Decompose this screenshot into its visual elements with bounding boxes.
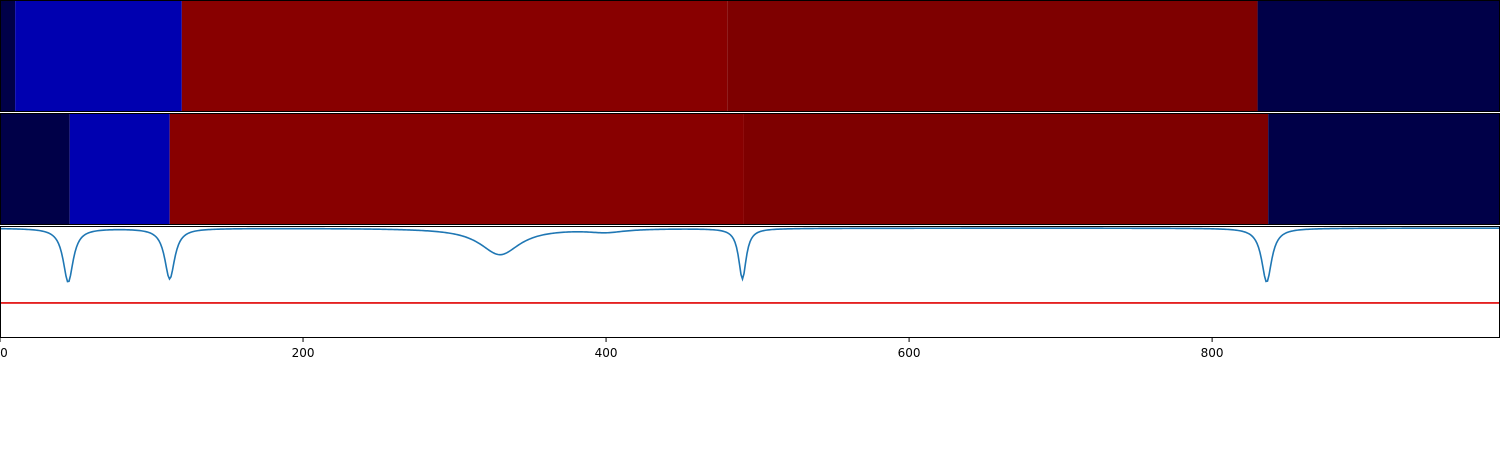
heatmap-segment-1-4 [1268, 114, 1500, 224]
x-tick-label: 0 [0, 346, 8, 360]
heatmap-segment-0-1 [15, 1, 182, 111]
heatmap-segment-0-0 [0, 1, 16, 111]
heatmap-segment-0-2 [181, 1, 728, 111]
heatmap-segment-1-1 [69, 114, 170, 224]
x-tick-label: 600 [898, 346, 921, 360]
heatmap-segment-0-3 [727, 1, 1258, 111]
heatmap-strip-top [0, 1, 1500, 111]
x-tick-label: 200 [292, 346, 315, 360]
heatmap-segment-0-4 [1257, 1, 1500, 111]
x-tick-label: 800 [1201, 346, 1224, 360]
x-axis: 0 200 400 600 800 [0, 338, 1224, 360]
signal-panel [0, 227, 1500, 304]
heatmap-segment-1-3 [743, 114, 1269, 224]
heatmap-segment-1-2 [169, 114, 744, 224]
heatmap-segment-1-0 [0, 114, 70, 224]
signal-series-line [0, 227, 1500, 283]
x-tick-label: 400 [595, 346, 618, 360]
heatmap-strip-middle [0, 114, 1500, 224]
